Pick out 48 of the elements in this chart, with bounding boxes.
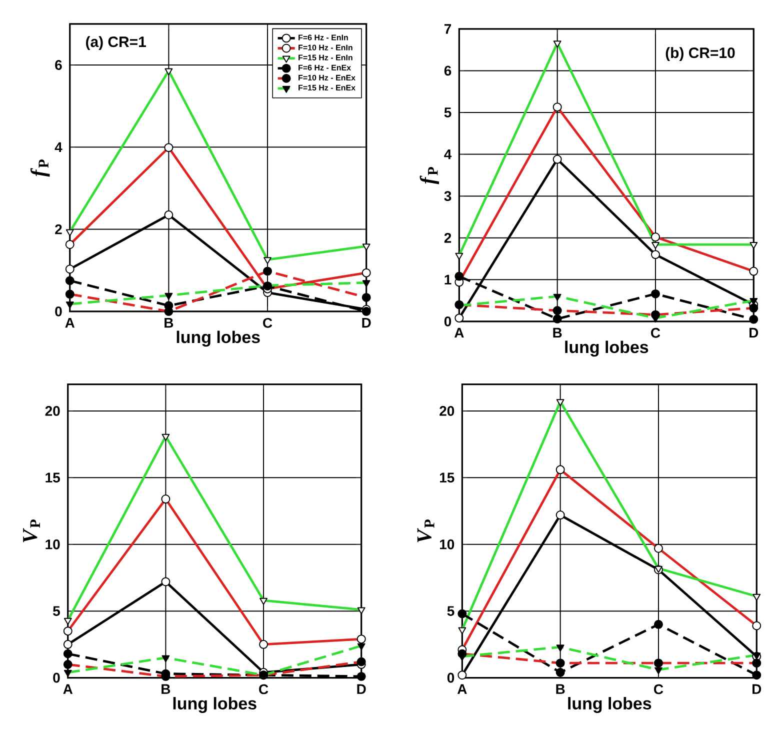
text: (a) CR=1 <box>86 36 146 50</box>
text: (b) CR=10 <box>666 47 735 62</box>
y-tick-label: 4 <box>54 142 62 152</box>
y-axis-title: f$_{P}$ <box>30 160 50 177</box>
x-tick-label: A <box>65 318 75 328</box>
x-tick-label: D <box>362 318 371 328</box>
y-tick-label: 4 <box>444 150 452 160</box>
x-tick-label: C <box>654 684 664 694</box>
x-tick-label: B <box>164 318 174 328</box>
y-tick-label: 1 <box>444 274 452 285</box>
y-tick-label: 10 <box>46 540 60 550</box>
y-axis-title: V$_{P}$ <box>23 520 40 542</box>
y-tick-label: 6 <box>55 60 62 70</box>
x-tick-label: A <box>454 328 464 338</box>
x-tick-label: B <box>553 328 562 338</box>
x-tick-label: D <box>752 684 762 694</box>
x-axis-title: lung lobes <box>173 697 256 714</box>
x-tick-label: C <box>259 684 268 694</box>
y-tick-label: 5 <box>444 108 452 118</box>
y-tick-label: 5 <box>53 606 60 616</box>
x-tick-label: B <box>162 684 170 694</box>
x-tick-label: C <box>651 328 660 338</box>
x-tick-label: C <box>263 318 272 328</box>
x-tick-label: A <box>457 684 467 694</box>
x-tick-label: B <box>556 684 565 694</box>
x-axis-title: lung lobes <box>568 697 652 714</box>
y-tick-label: 2 <box>444 233 452 243</box>
x-tick-label: A <box>63 684 73 694</box>
y-axis-title: V$_{P}$ <box>417 520 434 542</box>
y-tick-label: 0 <box>55 306 62 317</box>
y-tick-label: 15 <box>440 472 454 483</box>
y-tick-label: 10 <box>440 540 454 550</box>
y-tick-label: 5 <box>447 606 454 616</box>
y-tick-label: 20 <box>45 406 60 416</box>
y-tick-label: 0 <box>447 672 454 683</box>
x-axis-title: lung lobes <box>176 330 260 347</box>
y-tick-label: 2 <box>55 224 62 234</box>
y-tick-label: 15 <box>46 472 60 483</box>
y-tick-label: 0 <box>444 316 452 327</box>
x-tick-label: D <box>750 328 758 338</box>
y-tick-label: 20 <box>440 406 454 416</box>
y-tick-label: 3 <box>444 191 452 202</box>
x-axis-title: lung lobes <box>565 340 648 357</box>
y-axis-title: f$_{P}$ <box>420 167 440 184</box>
y-tick-label: 7 <box>444 24 452 34</box>
y-tick-label: 6 <box>444 66 452 76</box>
y-tick-label: 0 <box>53 672 60 683</box>
x-tick-label: D <box>357 684 366 694</box>
